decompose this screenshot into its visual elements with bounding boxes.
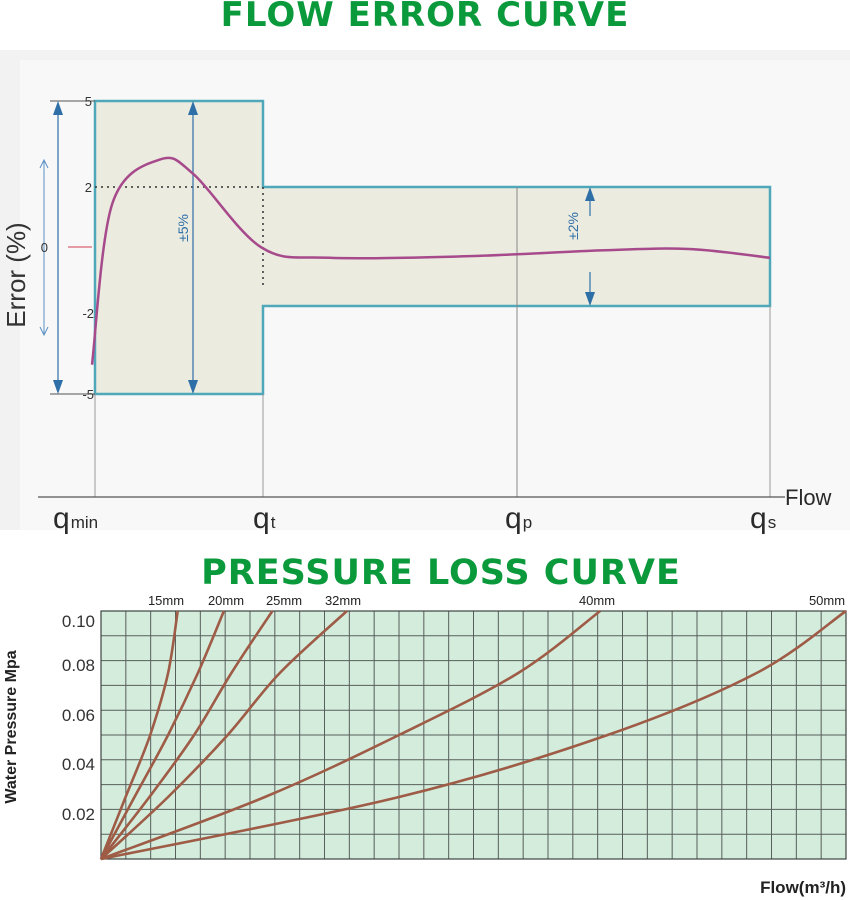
flow-axis-title: Flow: [785, 485, 832, 510]
pressure-curve-40mm: [100, 609, 601, 861]
pressure-curves: [99, 609, 847, 861]
outer-range-arrow: [53, 101, 63, 394]
pressure-curve-15mm: [99, 610, 179, 860]
pressure-axis-title: Water Pressure Mpa: [3, 650, 20, 803]
error-curve: [90, 156, 771, 365]
series-label-20mm: 20mm: [208, 593, 244, 608]
inner-range-arrow: [39, 158, 49, 337]
xtick-qp: qp: [505, 502, 532, 535]
pressure-curve-32mm: [100, 610, 348, 860]
pm2-arrow-top: [585, 187, 595, 216]
series-label-50mm: 50mm: [809, 593, 845, 608]
xtick-qmin: qmin: [53, 502, 98, 535]
pressure-ytick-008: 0.08: [62, 656, 95, 675]
pressure-ytick-010: 0.10: [62, 612, 95, 631]
pm2-arrow-bottom: [585, 272, 595, 306]
series-label-32mm: 32mm: [325, 593, 361, 608]
pressure-flow-axis-title: Flow(m³/h): [760, 878, 846, 897]
ytick-label-2: 2: [85, 180, 92, 195]
series-label-15mm: 15mm: [148, 593, 184, 608]
ytick-label-neg2: -2: [82, 306, 94, 321]
pm5-label: ±5%: [175, 214, 191, 242]
pm2-label: ±2%: [565, 212, 581, 240]
series-label-25mm: 25mm: [266, 593, 302, 608]
pressure-loss-chart: 0.10 0.08 0.06 0.04 0.02 15mm 20mm 25mm …: [3, 593, 847, 897]
pressure-loss-title: PRESSURE LOSS CURVE: [201, 553, 681, 593]
pressure-ytick-004: 0.04: [62, 755, 95, 774]
pm5-arrow: [188, 101, 198, 394]
xtick-qt: qt: [253, 502, 276, 535]
error-axis-title: Error (%): [1, 222, 31, 327]
ytick-label-neg5: -5: [82, 387, 94, 402]
pressure-curve-25mm: [99, 610, 274, 860]
ytick-label-0: 0: [41, 240, 48, 255]
series-label-40mm: 40mm: [579, 593, 615, 608]
xtick-qs: qs: [750, 502, 776, 535]
pressure-grid-border: [100, 610, 847, 860]
ytick-label-5: 5: [85, 94, 92, 109]
pressure-ytick-006: 0.06: [62, 706, 95, 725]
flow-error-chart: 5 2 0 -2 -5 Error (%) ±5% ±2% qmin qt qp…: [0, 50, 850, 535]
flow-error-title: FLOW ERROR CURVE: [221, 0, 630, 35]
pressure-curve-20mm: [99, 610, 226, 860]
pressure-ytick-002: 0.02: [62, 805, 95, 824]
pressure-curve-50mm: [100, 609, 847, 861]
